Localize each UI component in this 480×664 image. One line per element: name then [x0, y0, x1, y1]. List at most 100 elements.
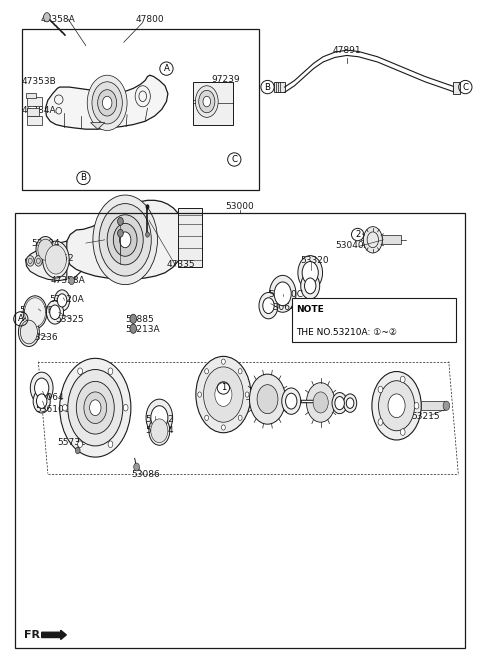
Circle shape: [274, 282, 291, 305]
Text: FR.: FR.: [24, 630, 45, 640]
Circle shape: [97, 90, 117, 116]
Circle shape: [146, 399, 173, 436]
Circle shape: [145, 232, 149, 237]
Text: 53610C: 53610C: [268, 290, 303, 299]
Circle shape: [400, 429, 405, 436]
Circle shape: [378, 386, 383, 393]
Circle shape: [259, 293, 278, 319]
Circle shape: [343, 394, 357, 412]
Circle shape: [151, 406, 168, 430]
Text: B: B: [81, 173, 86, 183]
Circle shape: [151, 419, 168, 443]
Circle shape: [35, 378, 49, 398]
Circle shape: [372, 371, 421, 440]
Bar: [274, 82, 285, 92]
Circle shape: [57, 293, 67, 307]
Circle shape: [36, 394, 47, 408]
Text: 53040A: 53040A: [335, 241, 370, 250]
Circle shape: [93, 195, 157, 285]
Circle shape: [195, 86, 218, 118]
Text: 53352: 53352: [145, 415, 174, 424]
Circle shape: [102, 96, 112, 110]
Text: 52212: 52212: [112, 259, 140, 268]
Text: 53325: 53325: [55, 315, 84, 324]
Circle shape: [379, 380, 415, 431]
Circle shape: [78, 441, 83, 448]
Circle shape: [204, 367, 243, 422]
Circle shape: [36, 236, 55, 263]
Text: 52216: 52216: [112, 248, 140, 258]
Circle shape: [282, 388, 301, 414]
Text: 53371B: 53371B: [19, 306, 54, 315]
Bar: [27, 108, 39, 116]
Circle shape: [221, 359, 225, 365]
Circle shape: [250, 374, 286, 424]
FancyArrow shape: [42, 630, 66, 639]
Circle shape: [205, 415, 208, 420]
Circle shape: [18, 317, 39, 347]
Circle shape: [43, 241, 69, 278]
Circle shape: [221, 425, 225, 430]
Circle shape: [263, 297, 274, 313]
Text: C: C: [231, 155, 237, 164]
Circle shape: [46, 245, 66, 274]
Text: 53215: 53215: [411, 412, 439, 421]
Circle shape: [23, 324, 35, 340]
Text: NOTE: NOTE: [296, 305, 324, 314]
Circle shape: [47, 300, 63, 324]
Polygon shape: [46, 75, 168, 129]
Text: A: A: [164, 64, 169, 73]
Text: B: B: [264, 82, 271, 92]
Circle shape: [27, 301, 43, 323]
Text: 53086: 53086: [131, 469, 160, 479]
Text: 55732: 55732: [57, 438, 86, 447]
Circle shape: [304, 278, 316, 293]
Circle shape: [118, 229, 123, 237]
Circle shape: [92, 82, 122, 124]
Circle shape: [20, 320, 37, 344]
Circle shape: [120, 232, 131, 248]
Circle shape: [75, 448, 80, 454]
Circle shape: [69, 277, 74, 285]
Circle shape: [335, 396, 344, 410]
Circle shape: [99, 204, 151, 276]
Text: 2: 2: [355, 230, 360, 239]
Circle shape: [130, 324, 137, 333]
Text: C: C: [462, 82, 468, 92]
Circle shape: [153, 422, 166, 440]
Circle shape: [50, 305, 60, 319]
Circle shape: [196, 357, 251, 433]
Circle shape: [44, 13, 50, 22]
Text: 47358A: 47358A: [50, 276, 85, 285]
Circle shape: [107, 214, 143, 265]
Bar: [421, 401, 445, 410]
Circle shape: [203, 96, 211, 107]
Text: 1: 1: [221, 384, 226, 392]
Polygon shape: [91, 123, 105, 129]
Text: 46784A: 46784A: [22, 106, 56, 116]
Text: 53064: 53064: [35, 393, 64, 402]
Text: 53320: 53320: [301, 256, 329, 266]
Circle shape: [414, 402, 419, 409]
Circle shape: [30, 372, 53, 404]
Circle shape: [215, 382, 232, 406]
Circle shape: [78, 368, 83, 374]
Circle shape: [198, 392, 202, 397]
Circle shape: [55, 290, 70, 311]
Circle shape: [38, 239, 53, 260]
Circle shape: [302, 262, 318, 284]
Circle shape: [130, 314, 137, 323]
Text: 53094: 53094: [31, 238, 60, 248]
Circle shape: [76, 381, 114, 434]
Circle shape: [378, 419, 383, 426]
Circle shape: [269, 276, 296, 312]
Circle shape: [301, 273, 320, 299]
Text: 52213A: 52213A: [125, 325, 160, 334]
Circle shape: [443, 401, 450, 410]
Bar: [292, 297, 456, 342]
Text: 53094: 53094: [145, 426, 174, 436]
Circle shape: [145, 205, 149, 210]
Bar: [27, 116, 42, 125]
Circle shape: [87, 75, 127, 131]
Circle shape: [84, 392, 107, 424]
